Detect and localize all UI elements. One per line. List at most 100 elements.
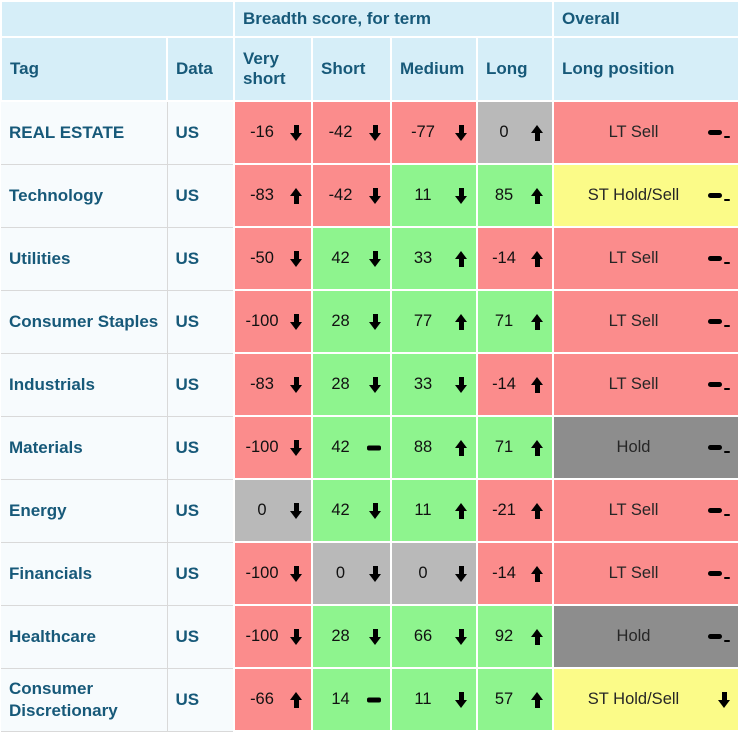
trend-icon-holder (708, 127, 730, 139)
tag-cell: Materials (1, 415, 168, 480)
score-cell: 88 (390, 415, 478, 480)
data-cell: US (167, 667, 235, 732)
trend-icon-holder (531, 502, 543, 519)
trend-flat-icon (367, 697, 381, 702)
table-row: Consumer Discretionary US -66 14 11 57 ST Hold… (1, 667, 738, 732)
trend-icon-holder (367, 697, 381, 702)
trend-flat-icon (708, 568, 730, 580)
trend-icon-holder (369, 124, 381, 141)
score-value: 85 (494, 186, 514, 204)
trend-up-icon (290, 187, 302, 204)
score-value: -21 (492, 501, 516, 519)
score-value: 92 (494, 627, 514, 645)
trend-down-icon (290, 313, 302, 330)
score-value: 0 (499, 123, 509, 141)
trend-icon-holder (455, 565, 467, 582)
trend-icon-holder (455, 439, 467, 456)
trend-down-icon (369, 124, 381, 141)
trend-down-icon (455, 691, 467, 708)
long-position-label: LT Sell (608, 249, 659, 267)
score-cell: 85 (476, 163, 554, 228)
long-position-label: LT Sell (608, 501, 659, 519)
trend-icon-holder (290, 187, 302, 204)
score-value: -16 (250, 123, 274, 141)
trend-icon-holder (455, 187, 467, 204)
trend-icon-holder (708, 631, 730, 643)
score-value: 0 (335, 564, 346, 582)
tag-cell: Consumer Staples (1, 289, 168, 354)
table-row: Energy US 0 42 11 -21 LT Sell (1, 478, 738, 543)
table-row: Financials US -100 0 0 -14 LT Sell (1, 541, 738, 606)
score-value: -42 (328, 123, 353, 141)
score-value: 57 (494, 690, 514, 708)
trend-icon-holder (369, 628, 381, 645)
score-cell: 28 (311, 604, 392, 669)
data-cell: US (167, 163, 235, 228)
score-value: 88 (413, 438, 433, 456)
trend-icon-holder (369, 313, 381, 330)
trend-up-icon (455, 502, 467, 519)
data-cell: US (167, 352, 235, 417)
trend-down-icon (290, 376, 302, 393)
trend-icon-holder (367, 445, 381, 450)
score-value: 11 (414, 186, 432, 204)
trend-icon-holder (455, 124, 467, 141)
header-empty-cell (0, 0, 235, 38)
trend-icon-holder (708, 379, 730, 391)
trend-down-icon (369, 187, 381, 204)
trend-down-icon (369, 628, 381, 645)
score-value: 66 (413, 627, 433, 645)
long-position-label: Hold (616, 438, 651, 456)
trend-icon-holder (290, 124, 302, 141)
score-value: 28 (331, 375, 350, 393)
trend-icon-holder (531, 628, 543, 645)
table-row: REAL ESTATE US -16 -42 -77 0 LT Sell (1, 100, 738, 165)
score-value: 77 (413, 312, 433, 330)
trend-up-icon (531, 187, 543, 204)
score-value: -77 (411, 123, 435, 141)
trend-icon-holder (455, 628, 467, 645)
data-cell: US (167, 415, 235, 480)
score-cell: -14 (476, 541, 554, 606)
score-value: 11 (414, 501, 432, 519)
trend-icon-holder (455, 691, 467, 708)
trend-icon-holder (290, 628, 302, 645)
score-cell: -77 (390, 100, 478, 165)
trend-icon-holder (455, 313, 467, 330)
score-value: 14 (331, 690, 350, 708)
score-value: -83 (250, 186, 274, 204)
score-value: 28 (331, 312, 350, 330)
data-cell: US (167, 289, 235, 354)
trend-icon-holder (290, 376, 302, 393)
table-row: Consumer Staples US -100 28 77 71 LT Sell (1, 289, 738, 354)
trend-up-icon (531, 313, 543, 330)
trend-icon-holder (708, 568, 730, 580)
tag-cell: Energy (1, 478, 168, 543)
trend-icon-holder (531, 691, 543, 708)
trend-icon-holder (369, 502, 381, 519)
trend-down-icon (290, 124, 302, 141)
trend-flat-icon (708, 505, 730, 517)
long-position-label: LT Sell (608, 123, 659, 141)
trend-icon-holder (708, 316, 730, 328)
trend-down-icon (718, 691, 730, 708)
trend-flat-icon (708, 631, 730, 643)
trend-down-icon (369, 250, 381, 267)
trend-flat-icon (708, 316, 730, 328)
trend-down-icon (290, 628, 302, 645)
score-cell: 14 (311, 667, 392, 732)
trend-up-icon (290, 691, 302, 708)
trend-icon-holder (531, 313, 543, 330)
trend-down-icon (455, 124, 467, 141)
score-value: -14 (492, 249, 516, 267)
score-value: -14 (492, 375, 516, 393)
trend-up-icon (455, 439, 467, 456)
trend-flat-icon (708, 253, 730, 265)
score-value: -100 (245, 438, 279, 456)
score-cell: -14 (476, 226, 554, 291)
score-cell: 71 (476, 289, 554, 354)
column-header-very-short: Very short (233, 36, 313, 102)
score-value: -83 (250, 375, 274, 393)
header-columns-row: Tag Data Very short Short Medium Long Lo… (0, 36, 738, 102)
